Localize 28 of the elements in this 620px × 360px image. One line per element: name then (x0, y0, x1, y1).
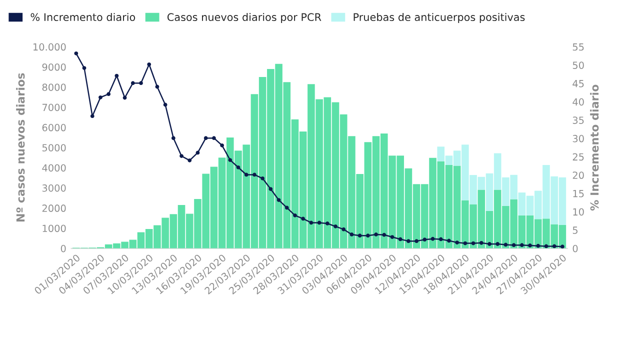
y2-tick-label: 15 (573, 190, 584, 198)
y2-tick-label: 30 (572, 134, 584, 142)
y2-tick-label: 55 (572, 43, 584, 51)
y2-tick-label: 5 (572, 226, 578, 234)
y-tick-label: 7000 (42, 104, 66, 112)
legend-label: Casos nuevos diarios por PCR (167, 12, 322, 24)
y2-tick-label: 10 (573, 208, 584, 216)
legend-label: % Incremento diario (30, 12, 136, 22)
y2-tick-label: 0 (572, 244, 578, 252)
y2-tick-label: 35 (572, 116, 584, 124)
y2-tick-label: 40 (572, 98, 584, 106)
legend-label: Pruebas de anticuerpos positivas (354, 12, 525, 24)
y-tick-label: 5000 (42, 144, 66, 152)
y2-tick-label: 50 (572, 62, 584, 69)
y-tick-label: 3000 (42, 184, 66, 192)
y-tick-label: 4000 (42, 164, 66, 172)
y2-tick-label: 25 (572, 153, 584, 161)
y2-axis-title: % Incremento diario (590, 84, 599, 211)
y-tick-label: 8000 (42, 84, 66, 91)
y-tick-label: 1000 (42, 224, 66, 232)
y-tick-label: 9000 (42, 63, 66, 71)
y-axis-title: Nº casos nuevos diarios (16, 73, 25, 222)
y-tick-label: 6000 (42, 124, 66, 132)
y-tick-label: 0 (60, 244, 66, 252)
y-tick-label: 2000 (42, 204, 66, 212)
y2-tick-label: 45 (572, 80, 584, 88)
y2-tick-label: 20 (572, 172, 584, 179)
y-tick-label: 10.000 (33, 43, 66, 51)
